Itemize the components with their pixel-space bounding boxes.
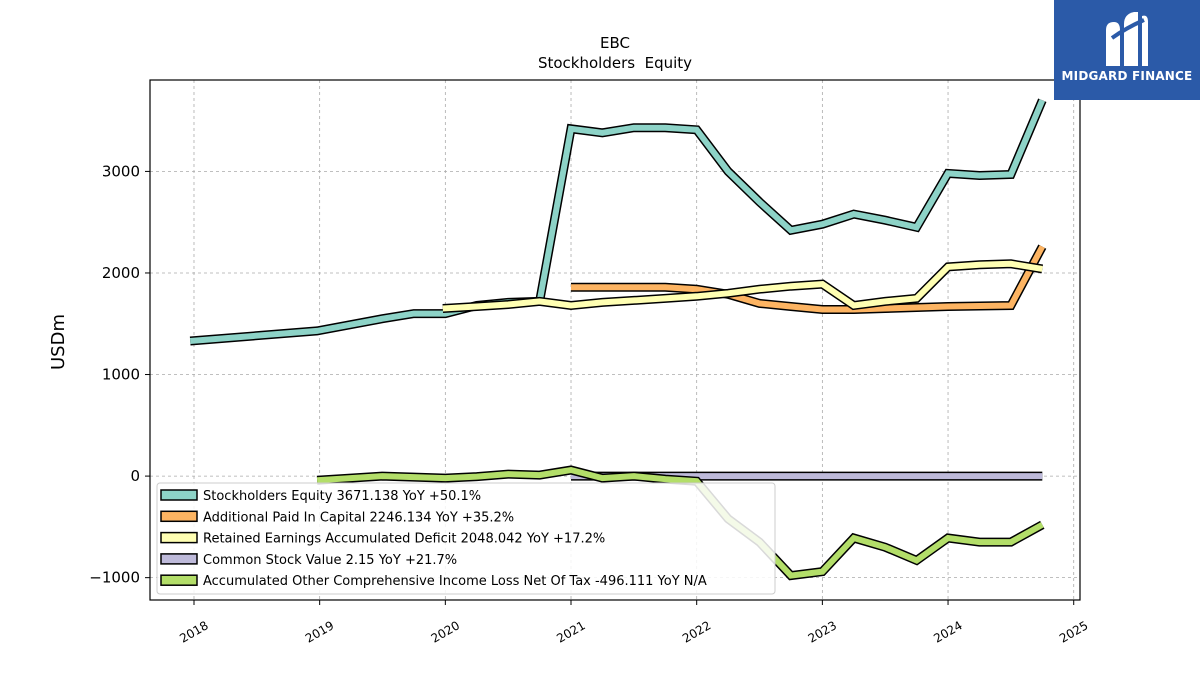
midgard-logo-icon (1106, 12, 1148, 67)
x-tick-label: 2020 (429, 618, 462, 645)
series-line (442, 260, 1043, 312)
chart-title: EBC (600, 34, 630, 52)
y-tick-label: 3000 (102, 162, 140, 180)
x-tick-label: 2021 (554, 618, 587, 645)
legend-swatch (160, 489, 198, 501)
legend-swatch (160, 574, 198, 586)
y-tick-label: 1000 (102, 366, 140, 384)
x-tick-label: 2025 (1057, 618, 1090, 645)
y-axis-label: USDm (48, 314, 69, 370)
y-tick-label: 2000 (102, 264, 140, 282)
series-4-line (316, 465, 1045, 581)
x-tick-label: 2023 (806, 618, 839, 645)
legend-box (156, 482, 776, 595)
series-1-line (571, 244, 1047, 314)
legend-entry: Common Stock Value 2.15 YoY +21.7% (203, 553, 457, 568)
legend-swatch (160, 510, 198, 523)
x-tick-label: 2019 (303, 618, 336, 645)
series-2-line (442, 259, 1044, 313)
legend: Stockholders Equity 3671.138 YoY +50.1% A… (156, 482, 776, 595)
legend-entry: Retained Earnings Accumulated Deficit 20… (203, 532, 605, 547)
legend-entry: Stockholders Equity 3671.138 YoY +50.1% (203, 489, 481, 504)
legend-entry: Accumulated Other Comprehensive Income L… (203, 574, 707, 589)
plot-frame (149, 79, 1081, 601)
legend-entry: Additional Paid In Capital 2246.134 YoY … (203, 510, 514, 525)
x-tick-label: 2022 (680, 618, 713, 645)
brand-logo: MIDGARD FINANCE (1054, 0, 1200, 100)
legend-swatch (160, 553, 198, 565)
series-line (316, 466, 1044, 579)
legend-swatch (160, 531, 198, 544)
x-tick-label: 2024 (931, 618, 964, 645)
y-tick-label: −1000 (89, 569, 140, 587)
series-line (571, 245, 1045, 313)
x-tick-label: 2018 (177, 618, 210, 645)
series-layer (189, 98, 1047, 581)
chart-subtitle: Stockholders Equity (538, 54, 692, 72)
series-0-line (189, 98, 1047, 346)
brand-name: MIDGARD FINANCE (1061, 69, 1193, 83)
series-line (189, 99, 1046, 344)
y-tick-label: 0 (130, 467, 140, 485)
